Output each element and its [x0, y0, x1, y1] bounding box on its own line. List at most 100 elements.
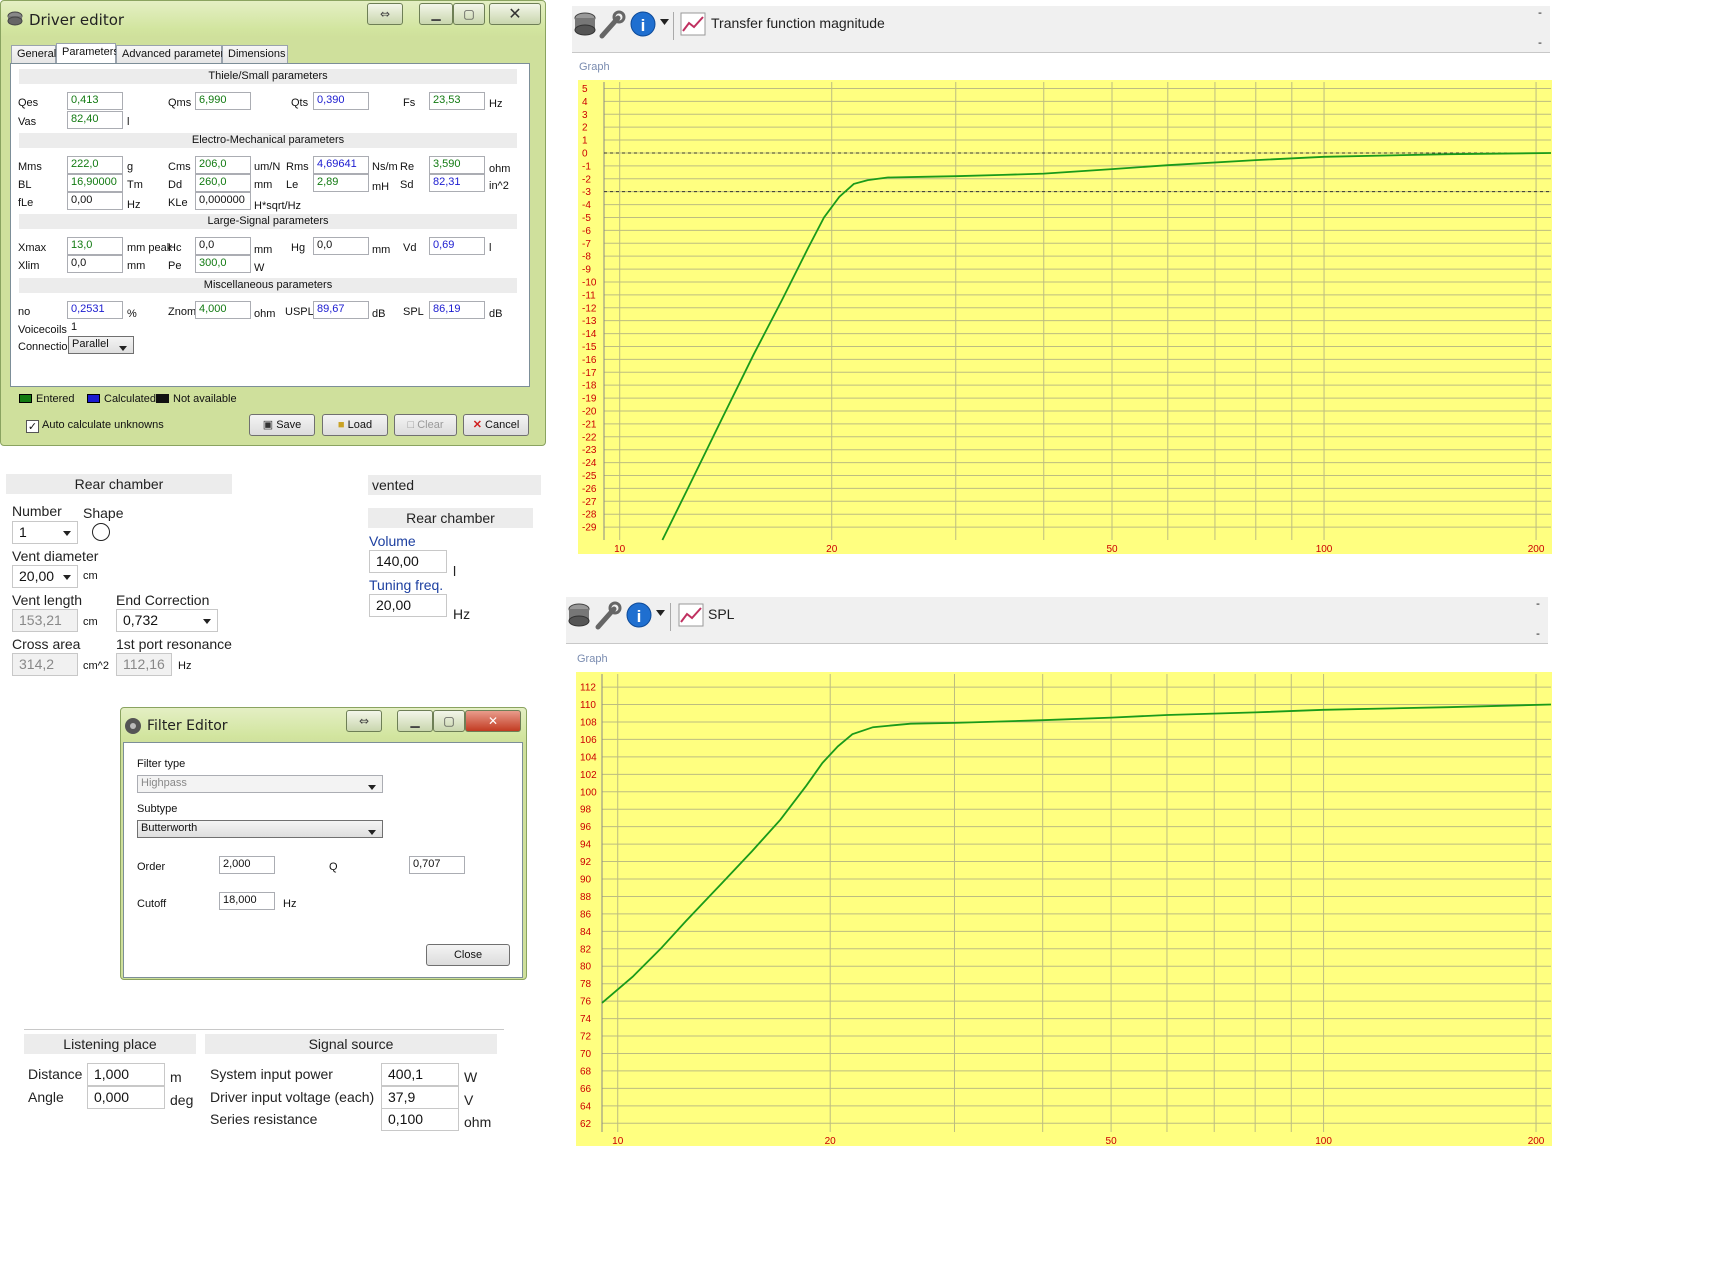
filter-close-button[interactable]: Close — [426, 944, 510, 966]
voltage-input[interactable]: 37,9 — [381, 1086, 459, 1109]
re-input[interactable]: 3,590 — [429, 156, 485, 174]
graph1-chart-icon[interactable] — [680, 12, 706, 36]
snap-button[interactable]: ⇔ — [367, 3, 403, 25]
cms-input[interactable]: 206,0 — [195, 156, 251, 174]
order-label: Order — [137, 861, 166, 873]
save-button[interactable]: ▣ Save — [249, 414, 315, 436]
vent-diameter-unit: cm — [83, 570, 98, 582]
tab-general[interactable]: General — [11, 45, 56, 64]
znom-input[interactable]: 4,000 — [195, 301, 251, 319]
number-label: Number — [12, 503, 62, 519]
mms-input[interactable]: 222,0 — [67, 156, 123, 174]
rms-label: Rms — [286, 161, 309, 173]
angle-input[interactable]: 0,000 — [87, 1086, 165, 1109]
graph1-info-icon[interactable]: i — [630, 9, 658, 39]
graph2-wrench-icon[interactable] — [594, 601, 622, 631]
uspl-input[interactable]: 89,67 — [313, 301, 369, 319]
end-correction-select[interactable]: 0,732 — [116, 609, 218, 632]
enclosure-type[interactable]: vented — [368, 475, 541, 495]
dd-input[interactable]: 260,0 — [195, 174, 251, 192]
filter-snap-button[interactable]: ⇔ — [346, 710, 382, 732]
tab-dimensions[interactable]: Dimensions — [222, 45, 288, 64]
cancel-button[interactable]: ✕ Cancel — [463, 414, 529, 436]
load-button-label: Load — [347, 419, 373, 431]
shape-circle-icon[interactable] — [92, 523, 110, 541]
transfer-function-chart[interactable]: 5 4 3 2 10 -1 -2 -3 -4 -5 -6 -7 -8 -9-10 -11 -12 -13 -14 -… — [578, 80, 1552, 554]
qes-input[interactable]: 0,413 — [67, 92, 123, 110]
graph1-y-tick-label: -19 — [582, 394, 597, 405]
rms-input[interactable]: 4,69641 — [313, 156, 369, 174]
legend-entered-swatch — [19, 394, 32, 403]
subtype-select[interactable]: Butterworth — [137, 820, 383, 838]
load-button[interactable]: ■ Load — [322, 414, 388, 436]
volume-input[interactable]: 140,00 — [369, 550, 447, 573]
filter-close-window-button[interactable]: ✕ — [465, 710, 521, 732]
close-window-button[interactable]: ✕ — [489, 3, 541, 25]
connection-select[interactable]: Parallel — [68, 336, 134, 354]
graph2-collapse-bottom[interactable]: - — [1536, 627, 1540, 640]
graph1-wrench-icon[interactable] — [598, 10, 626, 40]
graph1-collapse-top[interactable]: - — [1538, 6, 1542, 19]
graph1-collapse-bottom[interactable]: - — [1538, 36, 1542, 49]
filter-editor-titlebar[interactable]: Filter Editor ⇔ ▁ ▢ ✕ — [121, 708, 526, 744]
hg-input[interactable]: 0,0 — [313, 237, 369, 255]
hc-label: Hc — [168, 242, 182, 254]
graph1-dropdown-icon[interactable] — [660, 19, 670, 27]
tuning-input[interactable]: 20,00 — [369, 594, 447, 617]
fs-input[interactable]: 23,53 — [429, 92, 485, 110]
vent-diameter-select[interactable]: 20,00 — [12, 565, 78, 588]
maximize-button[interactable]: ▢ — [453, 3, 485, 25]
spl-input[interactable]: 86,19 — [429, 301, 485, 319]
clear-icon: □ — [407, 419, 418, 431]
graph2-collapse-top[interactable]: - — [1536, 597, 1540, 610]
vas-input[interactable]: 82,40 — [67, 111, 123, 129]
order-input[interactable]: 2,000 — [219, 856, 275, 874]
vd-input[interactable]: 0,69 — [429, 237, 485, 255]
bl-input[interactable]: 16,90000 — [67, 174, 123, 192]
clear-button[interactable]: □ Clear — [394, 414, 457, 436]
number-select[interactable]: 1 — [12, 521, 78, 544]
driver-editor-titlebar[interactable]: Driver editor ⇔ ▁ ▢ ✕ — [1, 1, 545, 37]
tab-advanced-parameters[interactable]: Advanced parameters — [116, 45, 230, 64]
graph2-dropdown-icon[interactable] — [656, 610, 666, 618]
znom-unit: ohm — [254, 308, 276, 320]
no-input[interactable]: 0,2531 — [67, 301, 123, 319]
graph2-label: Graph — [577, 653, 608, 665]
filter-maximize-button[interactable]: ▢ — [433, 710, 465, 732]
sd-input[interactable]: 82,31 — [429, 174, 485, 192]
voicecoils-input[interactable]: 1 — [67, 319, 123, 337]
pe-input[interactable]: 300,0 — [195, 255, 251, 273]
angle-label: Angle — [28, 1089, 64, 1105]
graph2-speaker-icon[interactable] — [568, 603, 590, 629]
hc-input[interactable]: 0,0 — [195, 237, 251, 255]
tab-parameters[interactable]: Parameters — [56, 43, 119, 65]
distance-input[interactable]: 1,000 — [87, 1063, 165, 1086]
spl-chart[interactable]: 112 110 108 106 104 102 100 98 96 94 92 90 88 86 84 82 8… — [576, 672, 1552, 1146]
graph2-y-tick-label: 110 — [580, 700, 596, 711]
xlim-input[interactable]: 0,0 — [67, 255, 123, 273]
cutoff-input[interactable]: 18,000 — [219, 892, 275, 910]
misc-section-header: Miscellaneous parameters — [19, 278, 517, 293]
graph2-y-tick-label: 80 — [580, 962, 592, 973]
power-input[interactable]: 400,1 — [381, 1063, 459, 1086]
graph2-chart-icon[interactable] — [678, 603, 704, 627]
fle-input[interactable]: 0,00 — [67, 192, 123, 210]
vent-diameter-label: Vent diameter — [12, 548, 99, 564]
save-button-label: Save — [276, 419, 302, 431]
minimize-button[interactable]: ▁ — [419, 3, 453, 25]
graph1-curve — [661, 152, 1552, 541]
auto-calc-checkbox[interactable]: ✓ — [26, 420, 39, 433]
filter-minimize-button[interactable]: ▁ — [397, 710, 433, 732]
xmax-input[interactable]: 13,0 — [67, 237, 123, 255]
graph1-y-tick-label: -14 — [582, 329, 597, 340]
graph1-speaker-icon[interactable] — [574, 12, 596, 38]
power-label: System input power — [210, 1066, 333, 1082]
qms-input[interactable]: 6,990 — [195, 92, 251, 110]
kle-input[interactable]: 0,000000 — [195, 192, 251, 210]
qts-input[interactable]: 0,390 — [313, 92, 369, 110]
series-input[interactable]: 0,100 — [381, 1108, 459, 1131]
graph2-info-icon[interactable]: i — [626, 600, 654, 630]
le-input[interactable]: 2,89 — [313, 174, 369, 192]
q-input[interactable]: 0,707 — [409, 856, 465, 874]
ts-section-header: Thiele/Small parameters — [19, 69, 517, 84]
